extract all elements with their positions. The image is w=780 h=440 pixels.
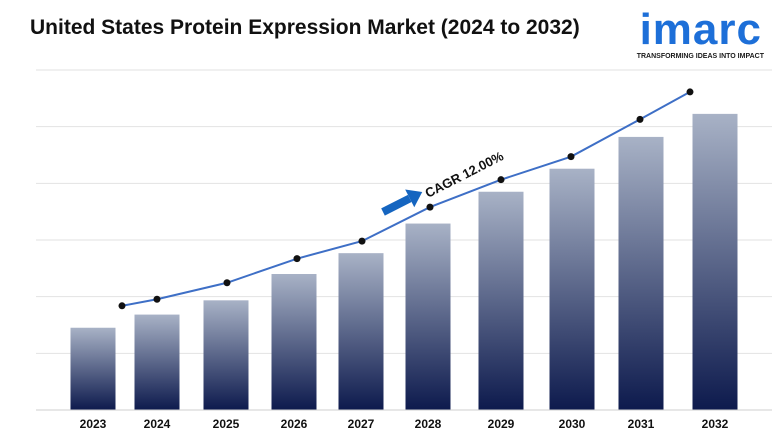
trend-point-2028 [426, 203, 434, 211]
x-tick-label-2023: 2023 [80, 417, 107, 431]
x-tick-label-2029: 2029 [488, 417, 515, 431]
x-tick-label-2025: 2025 [213, 417, 240, 431]
trend-point-2032 [686, 88, 694, 96]
x-tick-label-2026: 2026 [281, 417, 308, 431]
logo-tagline: TRANSFORMING IDEAS INTO IMPACT [636, 53, 764, 60]
trend-line [118, 88, 694, 310]
trend-polyline [121, 91, 691, 307]
x-tick-label-2031: 2031 [628, 417, 655, 431]
trend-point-2027 [358, 237, 366, 245]
bar-2028 [405, 223, 451, 410]
bar-2024 [134, 314, 180, 410]
bars [70, 113, 738, 410]
bar-2031 [618, 136, 664, 410]
bar-2025 [203, 300, 249, 410]
x-tick-label-2024: 2024 [144, 417, 171, 431]
x-tick-label-2028: 2028 [415, 417, 442, 431]
x-tick-label-2032: 2032 [702, 417, 729, 431]
trend-point-2026 [293, 255, 301, 263]
bar-2030 [549, 168, 595, 410]
bar-2029 [478, 191, 524, 410]
trend-point-2030 [567, 153, 575, 161]
trend-point-2024 [153, 295, 161, 303]
logo-wordmark: imarc [639, 5, 762, 54]
cagr-arrow-group [381, 189, 423, 216]
chart-title: United States Protein Expression Market … [30, 16, 580, 39]
cagr-arrow-head [405, 189, 423, 208]
trend-point-2025 [223, 279, 231, 287]
x-axis: 2023 2024 2025 2026 2027 2028 2029 2030 2031 2032 [36, 409, 772, 431]
cagr-arrow-shaft [381, 194, 412, 216]
x-tick-label-2030: 2030 [559, 417, 586, 431]
imarc-logo: imarc TRANSFORMING IDEAS INTO IMPACT [618, 6, 768, 64]
trend-point-2031 [636, 115, 644, 123]
trend-point-2029 [497, 176, 505, 184]
bar-2026 [271, 274, 317, 410]
x-tick-label-2027: 2027 [348, 417, 375, 431]
bar-2027 [338, 253, 384, 410]
trend-point-2023 [118, 302, 126, 310]
bar-2032 [692, 113, 738, 410]
bar-2023 [70, 327, 116, 410]
